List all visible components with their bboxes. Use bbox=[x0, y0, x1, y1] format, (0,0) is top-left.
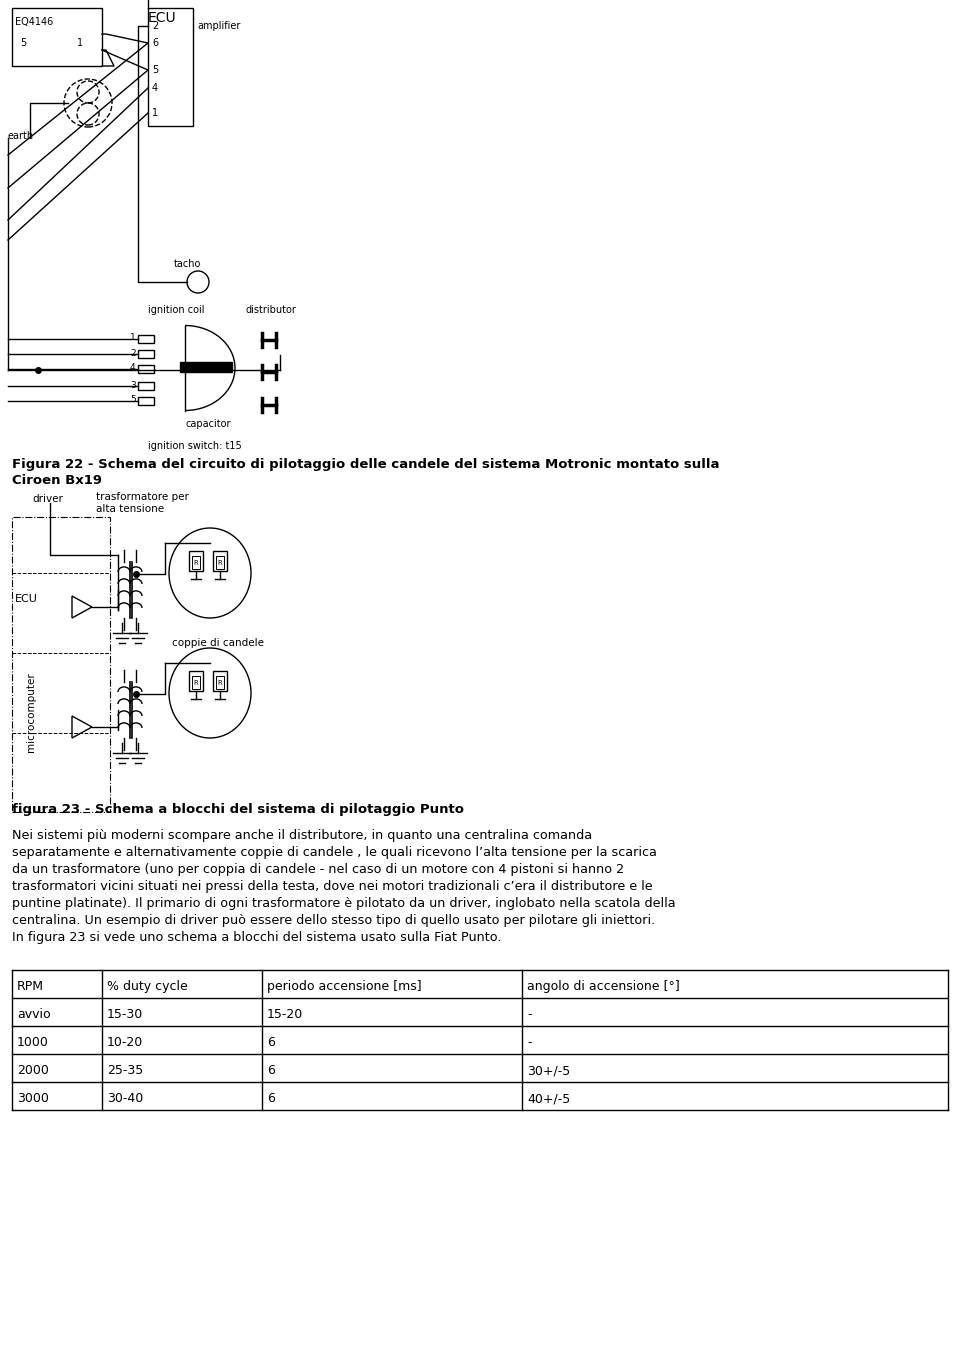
Text: 1: 1 bbox=[152, 107, 158, 118]
Text: da un trasformatore (uno per coppia di candele - nel caso di un motore con 4 pis: da un trasformatore (uno per coppia di c… bbox=[12, 863, 624, 877]
Bar bbox=[148, 8, 193, 126]
Text: 4: 4 bbox=[152, 83, 158, 92]
Text: 6: 6 bbox=[267, 1064, 275, 1078]
Text: EQ4146: EQ4146 bbox=[15, 18, 53, 27]
Text: trasformatori vicini situati nei pressi della testa, dove nei motori tradizional: trasformatori vicini situati nei pressi … bbox=[12, 881, 653, 893]
Text: ECU: ECU bbox=[15, 594, 37, 603]
Text: R: R bbox=[194, 560, 199, 565]
Text: 2: 2 bbox=[152, 20, 158, 31]
Text: R: R bbox=[218, 560, 223, 565]
Bar bbox=[138, 336, 154, 342]
Bar bbox=[180, 361, 232, 372]
Bar bbox=[12, 516, 110, 811]
Text: puntine platinate). Il primario di ogni trasformatore è pilotato da un driver, i: puntine platinate). Il primario di ogni … bbox=[12, 897, 676, 911]
Text: -: - bbox=[527, 1037, 532, 1049]
Text: ECU: ECU bbox=[148, 11, 177, 24]
Bar bbox=[138, 382, 154, 390]
Text: 15-20: 15-20 bbox=[267, 1008, 303, 1022]
Text: trasformatore per: trasformatore per bbox=[96, 492, 189, 501]
Text: R: R bbox=[194, 680, 199, 686]
Text: R: R bbox=[218, 680, 223, 686]
Text: alta tensione: alta tensione bbox=[96, 504, 164, 514]
Text: 25-35: 25-35 bbox=[107, 1064, 143, 1078]
Text: 6: 6 bbox=[152, 38, 158, 48]
Text: 1: 1 bbox=[77, 38, 84, 48]
Text: 2: 2 bbox=[130, 348, 135, 357]
Text: ignition switch: t15: ignition switch: t15 bbox=[148, 442, 242, 451]
Text: figura 23 - Schema a blocchi del sistema di pilotaggio Punto: figura 23 - Schema a blocchi del sistema… bbox=[12, 803, 464, 815]
Text: capacitor: capacitor bbox=[185, 419, 230, 429]
Bar bbox=[216, 675, 224, 689]
Text: 5: 5 bbox=[130, 395, 135, 405]
Text: angolo di accensione [°]: angolo di accensione [°] bbox=[527, 980, 680, 993]
Text: amplifier: amplifier bbox=[197, 20, 240, 31]
Text: Nei sistemi più moderni scompare anche il distributore, in quanto una centralina: Nei sistemi più moderni scompare anche i… bbox=[12, 829, 592, 843]
Text: Figura 22 - Schema del circuito di pilotaggio delle candele del sistema Motronic: Figura 22 - Schema del circuito di pilot… bbox=[12, 458, 719, 472]
Text: 1000: 1000 bbox=[17, 1037, 49, 1049]
Bar bbox=[213, 550, 227, 571]
Bar bbox=[12, 8, 102, 67]
Text: RPM: RPM bbox=[17, 980, 44, 993]
Text: 5: 5 bbox=[152, 65, 158, 75]
Text: coppie di candele: coppie di candele bbox=[172, 637, 264, 648]
Text: Ciroen Bx19: Ciroen Bx19 bbox=[12, 474, 102, 487]
Text: earth: earth bbox=[8, 130, 35, 141]
Bar bbox=[213, 671, 227, 690]
Text: microcomputer: microcomputer bbox=[26, 673, 36, 752]
Text: 6: 6 bbox=[267, 1093, 275, 1105]
Text: 40+/-5: 40+/-5 bbox=[527, 1093, 570, 1105]
Bar bbox=[189, 671, 203, 690]
Text: ignition coil: ignition coil bbox=[148, 304, 204, 315]
Text: In figura 23 si vede uno schema a blocchi del sistema usato sulla Fiat Punto.: In figura 23 si vede uno schema a blocch… bbox=[12, 931, 501, 945]
Bar bbox=[189, 550, 203, 571]
Bar bbox=[216, 556, 224, 569]
Text: 3000: 3000 bbox=[17, 1093, 49, 1105]
Text: separatamente e alternativamente coppie di candele , le quali ricevono l’alta te: separatamente e alternativamente coppie … bbox=[12, 847, 657, 859]
Text: 30+/-5: 30+/-5 bbox=[527, 1064, 570, 1078]
Text: 6: 6 bbox=[267, 1037, 275, 1049]
Text: avvio: avvio bbox=[17, 1008, 51, 1022]
Bar bbox=[192, 675, 200, 689]
Text: 5: 5 bbox=[20, 38, 26, 48]
Text: tacho: tacho bbox=[174, 260, 202, 269]
Text: periodo accensione [ms]: periodo accensione [ms] bbox=[267, 980, 421, 993]
Bar bbox=[138, 366, 154, 372]
Text: 10-20: 10-20 bbox=[107, 1037, 143, 1049]
Bar bbox=[138, 397, 154, 405]
Text: 2000: 2000 bbox=[17, 1064, 49, 1078]
Text: 4: 4 bbox=[130, 363, 135, 372]
Text: driver: driver bbox=[32, 495, 62, 504]
Text: 3: 3 bbox=[130, 381, 135, 390]
Bar bbox=[192, 556, 200, 569]
Bar bbox=[138, 351, 154, 357]
Text: centralina. Un esempio di driver può essere dello stesso tipo di quello usato pe: centralina. Un esempio di driver può ess… bbox=[12, 915, 656, 927]
Text: -: - bbox=[527, 1008, 532, 1022]
Text: 30-40: 30-40 bbox=[107, 1093, 143, 1105]
Text: 15-30: 15-30 bbox=[107, 1008, 143, 1022]
Text: distributor: distributor bbox=[245, 304, 296, 315]
Text: % duty cycle: % duty cycle bbox=[107, 980, 188, 993]
Text: 1: 1 bbox=[130, 333, 135, 342]
